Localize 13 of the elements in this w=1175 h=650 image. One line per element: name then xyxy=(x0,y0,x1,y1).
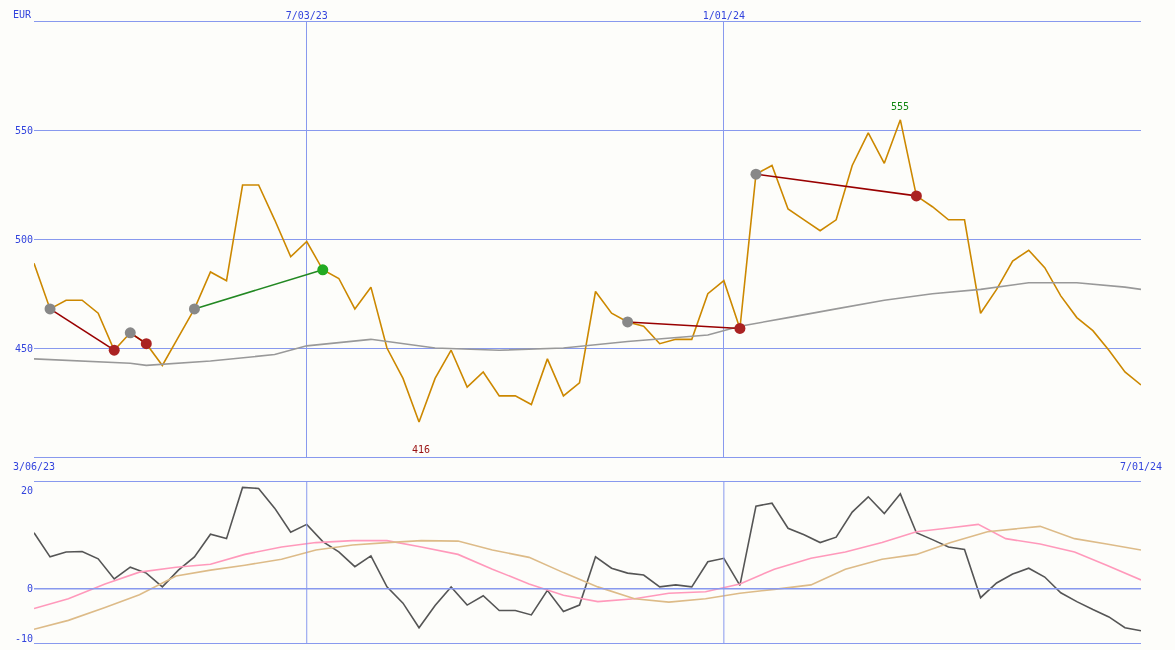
y-tick-label: -10 xyxy=(14,632,33,644)
y-tick-label: 450 xyxy=(14,342,33,354)
y-tick-label: 0 xyxy=(26,583,33,595)
annotation: 416 xyxy=(412,444,431,455)
x-tick-label: 3/06/23 xyxy=(12,460,56,472)
x2-tick-label: 7/03/23 xyxy=(285,10,328,21)
y-tick-label: 500 xyxy=(14,233,33,245)
x-tick-label: 7/01/24 xyxy=(1119,460,1163,472)
text: EUR xyxy=(13,9,33,20)
x2-tick-label: 1/01/24 xyxy=(702,10,745,21)
y-tick-label: 550 xyxy=(14,125,33,137)
y-tick-label: 20 xyxy=(20,484,33,496)
annotation: 555 xyxy=(891,101,910,112)
